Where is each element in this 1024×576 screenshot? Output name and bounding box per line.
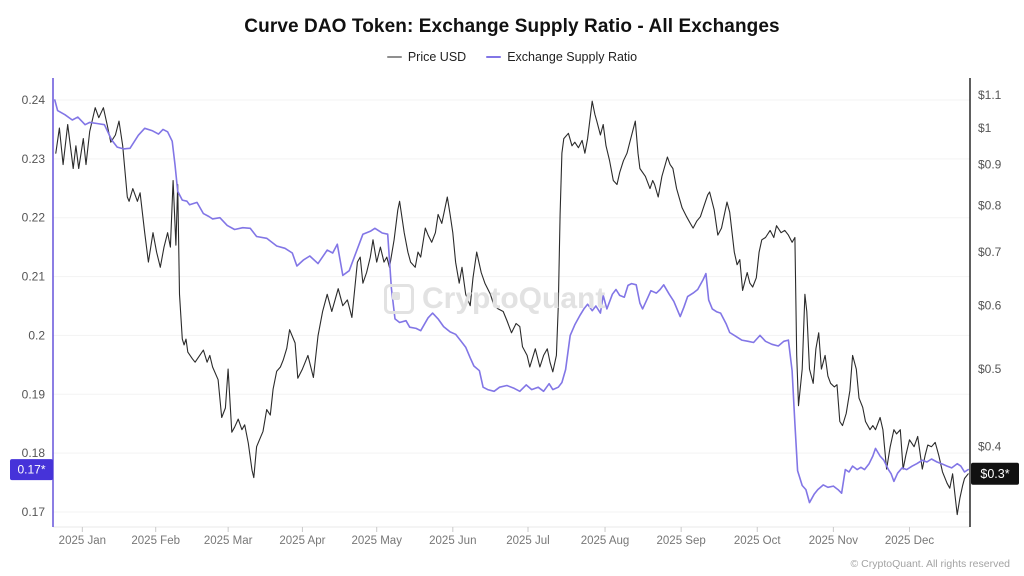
right-axis-tick-label: $0.8 [978, 199, 1002, 213]
left-axis-tick-label: 0.2 [28, 328, 45, 342]
chart-plot-area[interactable] [53, 78, 970, 527]
chart-title: Curve DAO Token: Exchange Supply Ratio -… [244, 16, 780, 37]
right-axis-tick-label: $1.1 [978, 88, 1002, 102]
price-usd-legend-dash-icon [386, 56, 402, 58]
right-axis-current-value-label: $0.3* [980, 467, 1009, 481]
left-axis-tick-label: 0.19 [22, 387, 46, 401]
x-axis-label: 2025 Jun [429, 535, 476, 547]
x-axis-label: 2025 Jul [506, 535, 549, 547]
left-axis-tick-label: 0.21 [22, 270, 46, 284]
right-axis-tick-label: $0.5 [978, 362, 1002, 376]
supply-ratio-line [53, 99, 970, 504]
legend-item-label: Exchange Supply Ratio [507, 50, 638, 64]
right-axis-current-value-badge [971, 462, 1019, 485]
left-axis-tick-label: 0.18 [22, 446, 46, 460]
right-axis-tick-label: $0.4 [978, 440, 1002, 454]
x-axis-label: 2025 Jan [59, 535, 106, 547]
x-axis-label: 2025 May [351, 535, 402, 547]
right-axis-tick-label: $0.7 [978, 245, 1002, 259]
x-axis-label: 2025 Apr [279, 535, 325, 547]
left-axis-tick-label: 0.24 [22, 93, 46, 107]
x-axis-label: 2025 Feb [131, 535, 180, 547]
left-axis-tick-label: 0.23 [22, 152, 46, 166]
left-axis-current-value-label: 0.17* [17, 463, 45, 477]
x-axis-label: 2025 Dec [885, 535, 934, 547]
x-axis-label: 2025 Sep [657, 535, 706, 547]
x-axis-label: 2025 Nov [809, 535, 858, 547]
x-axis-label: 2025 Oct [734, 535, 781, 547]
legend-item-exchange-supply-ratio[interactable]: Exchange Supply Ratio [486, 50, 637, 64]
x-axis-label: 2025 Mar [204, 535, 253, 547]
chart-legend: Price USD Exchange Supply Ratio [0, 50, 1024, 64]
right-axis-tick-label: $0.9 [978, 158, 1002, 172]
x-axis-label: 2025 Aug [581, 535, 630, 547]
legend-item-label: Price USD [407, 50, 467, 64]
copyright-notice: © CryptoQuant. All rights reserved [850, 558, 1010, 570]
price-line [55, 100, 969, 516]
left-axis-current-value-badge [10, 459, 53, 481]
left-axis-tick-label: 0.17 [22, 505, 46, 519]
legend-item-price-usd[interactable]: Price USD [386, 50, 467, 64]
left-axis-tick-label: 0.22 [22, 211, 46, 225]
supply-ratio-legend-dash-icon [486, 56, 502, 58]
right-axis-tick-label: $0.6 [978, 299, 1002, 313]
right-axis-tick-label: $1 [978, 121, 992, 135]
